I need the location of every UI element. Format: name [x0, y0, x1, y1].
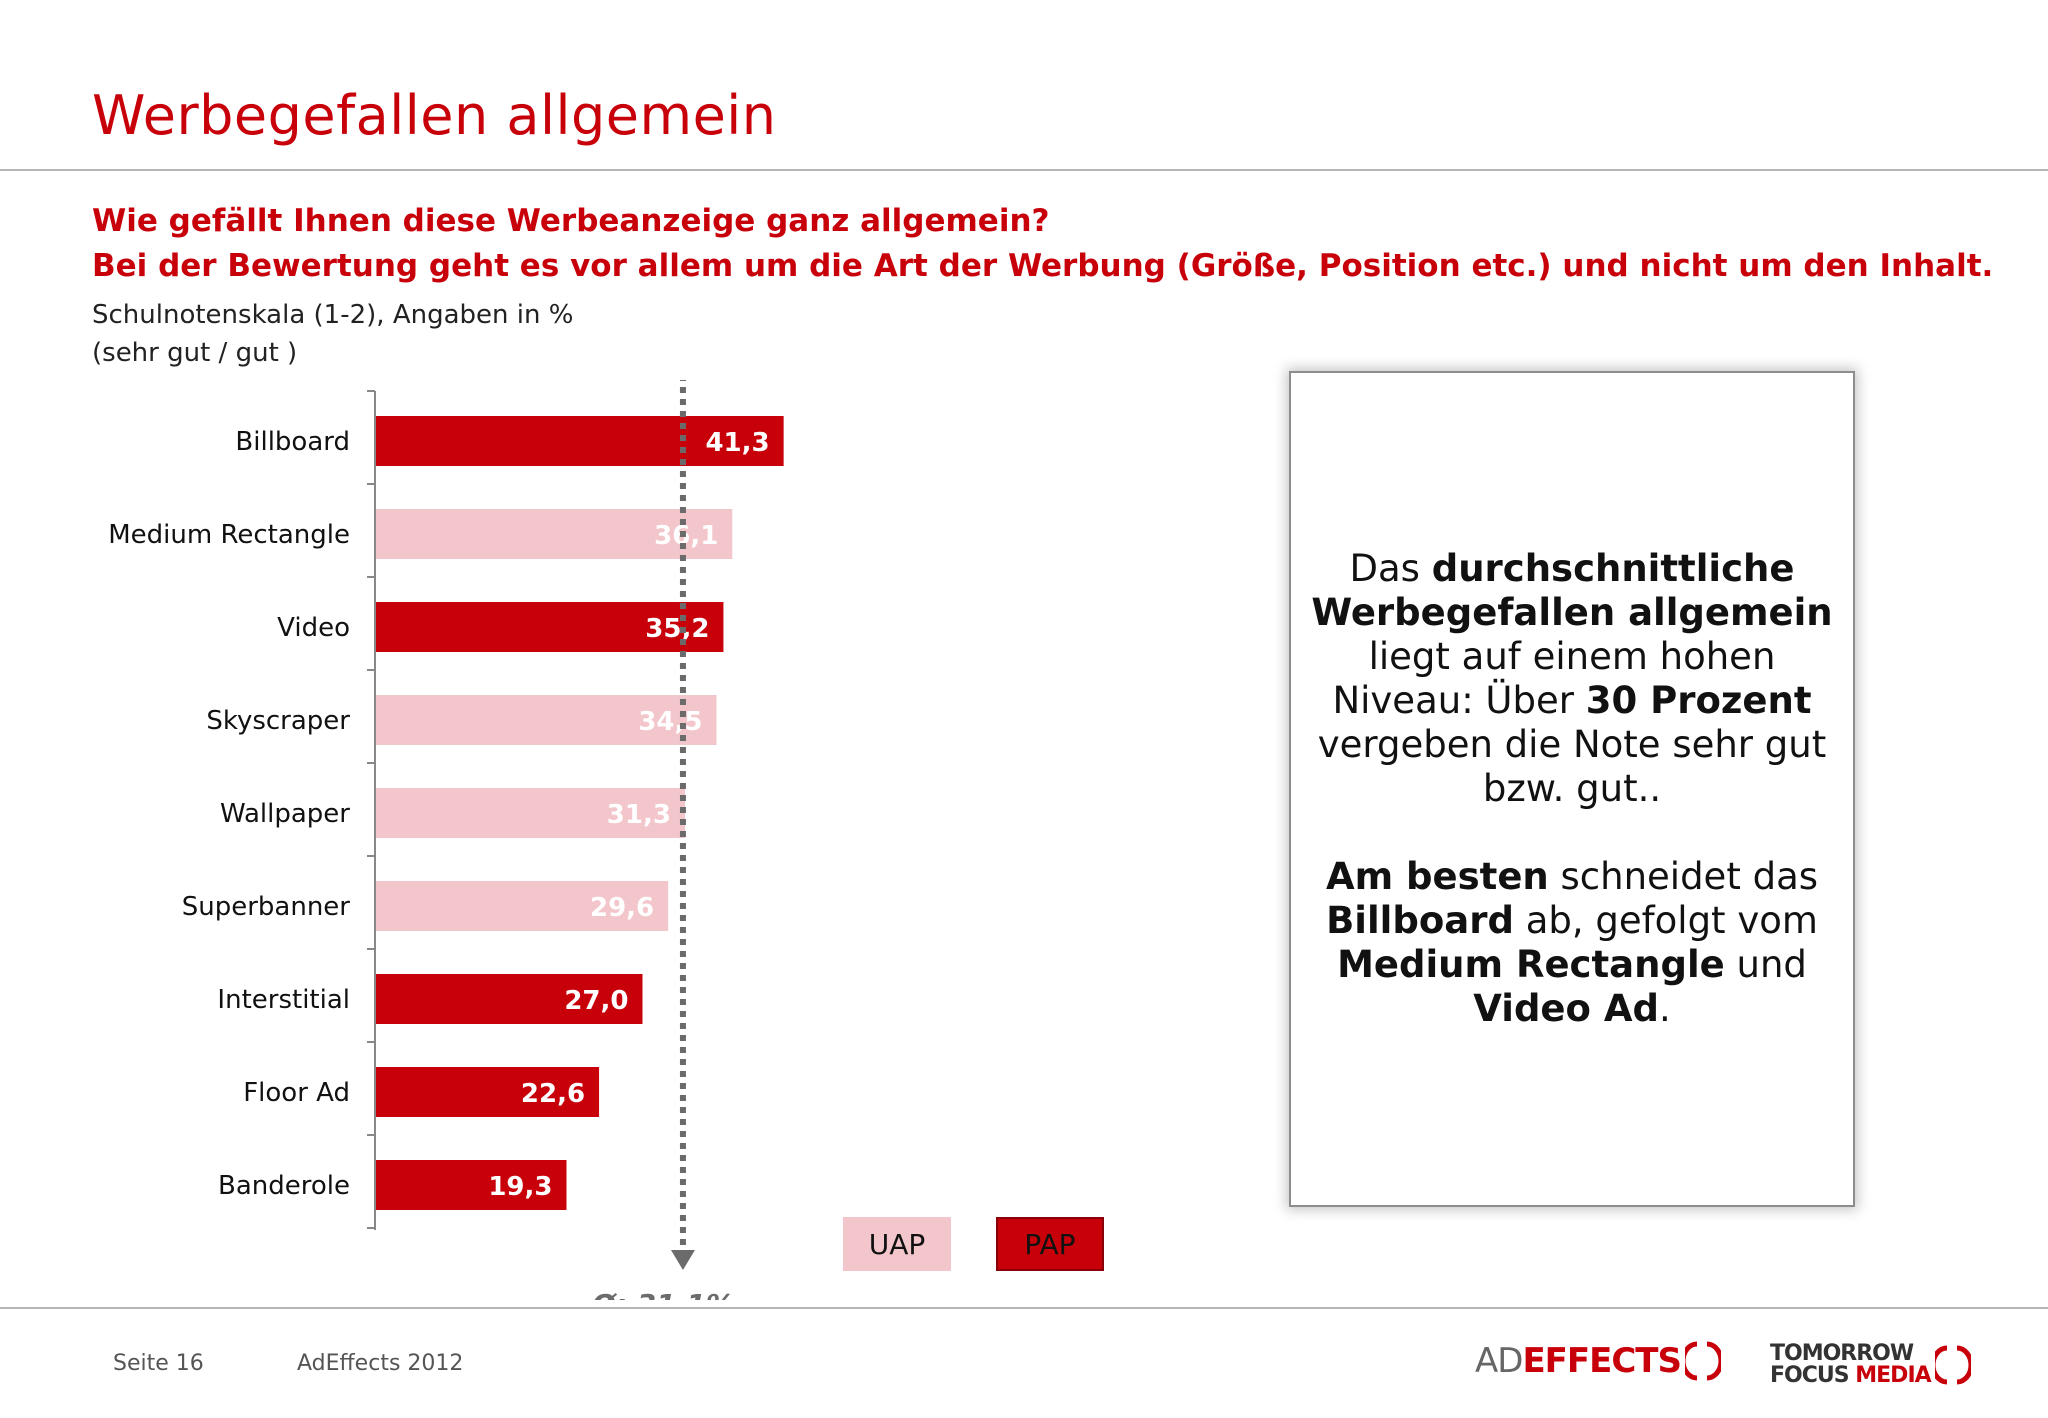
logo-text-media: MEDIA — [1855, 1363, 1931, 1388]
average-label: Ø: 31,1% — [590, 1288, 734, 1300]
callout-text-part: ab, gefolgt vom — [1513, 899, 1818, 942]
callout-emphasis: 30 Prozent — [1585, 679, 1812, 722]
bar-banderole — [376, 1160, 567, 1210]
callout-text: Das durchschnittliche Werbegefallen allg… — [1291, 547, 1853, 1031]
callout-text-part: . — [1658, 987, 1671, 1030]
category-label: Interstitial — [217, 985, 350, 1015]
summary-callout: Das durchschnittliche Werbegefallen allg… — [1289, 371, 1855, 1207]
logo-text-tomorrow: TOMORROW — [1770, 1341, 1914, 1366]
bar-floor-ad — [376, 1067, 600, 1117]
value-label: 36,1 — [654, 521, 718, 551]
scale-note-line-1: Schulnotenskala (1-2), Angaben in % — [92, 300, 574, 330]
category-label: Skyscraper — [206, 706, 350, 736]
category-label: Medium Rectangle — [108, 520, 350, 550]
legend-uap: UAP — [843, 1217, 951, 1271]
value-label: 31,3 — [607, 800, 671, 830]
callout-text-part: Das — [1349, 547, 1432, 590]
callout-text-part: und — [1724, 943, 1807, 986]
category-label: Video — [277, 613, 350, 643]
category-label: Billboard — [235, 427, 350, 457]
value-label: 22,6 — [521, 1079, 585, 1109]
logo-bracket-icon — [1685, 1341, 1721, 1381]
callout-emphasis: Video Ad — [1473, 987, 1659, 1030]
scale-note-line-2: (sehr gut / gut ) — [92, 338, 298, 368]
category-label: Banderole — [218, 1171, 350, 1201]
bar-wallpaper — [376, 788, 685, 838]
page-number: Seite 16 — [113, 1351, 204, 1376]
value-label: 34,5 — [638, 707, 702, 737]
page-title: Werbegefallen allgemein — [92, 84, 777, 147]
value-label: 27,0 — [564, 986, 628, 1016]
tomorrow-focus-media-logo: TOMORROW FOCUS MEDIA — [1770, 1343, 1971, 1387]
logo-text-effects: EFFECTS — [1522, 1341, 1682, 1381]
value-label: 35,2 — [645, 614, 709, 644]
bar-skyscraper — [376, 695, 717, 745]
value-label: 19,3 — [488, 1172, 552, 1202]
footer-source: AdEffects 2012 — [297, 1351, 464, 1376]
bar-chart: Billboard 41,3 Medium Rectangle 36,1 Video 35… — [108, 380, 784, 1300]
footer-divider — [0, 1307, 2048, 1309]
question-line-2: Bei der Bewertung geht es vor allem um d… — [92, 248, 1994, 284]
bar-interstitial — [376, 974, 643, 1024]
logo-text-focus: FOCUS — [1770, 1363, 1850, 1388]
logo-text-ad: AD — [1475, 1341, 1523, 1381]
value-label: 41,3 — [705, 428, 769, 458]
bar-superbanner — [376, 881, 669, 931]
bar-billboard — [376, 416, 784, 466]
category-label: Superbanner — [182, 892, 351, 922]
bar-video — [376, 602, 724, 652]
callout-emphasis: Medium Rectangle — [1337, 943, 1725, 986]
callout-emphasis: durchschnittliche Werbegefallen allgemei… — [1311, 547, 1833, 634]
value-label: 29,6 — [590, 893, 654, 923]
tfm-wordmark: TOMORROW FOCUS MEDIA — [1770, 1341, 1932, 1388]
logo-bracket-icon — [1934, 1345, 1971, 1385]
adeffects-logo: AD EFFECTS — [1475, 1340, 1721, 1382]
average-arrow-icon — [670, 1250, 695, 1270]
category-label: Wallpaper — [220, 799, 350, 829]
callout-emphasis: Billboard — [1326, 899, 1514, 942]
legend-pap: PAP — [996, 1217, 1104, 1271]
callout-text-part: vergeben die Note sehr gut bzw. gut.. — [1317, 723, 1827, 810]
question-line-1: Wie gefällt Ihnen diese Werbeanzeige gan… — [92, 203, 1050, 239]
callout-emphasis: Am besten — [1325, 855, 1549, 898]
callout-text-part: schneidet das — [1548, 855, 1819, 898]
bar-medium-rectangle — [376, 509, 733, 559]
callout-text-part: liegt auf einem hohen Niveau: Über — [1332, 635, 1776, 722]
title-divider — [0, 169, 2048, 171]
category-label: Floor Ad — [243, 1078, 350, 1108]
